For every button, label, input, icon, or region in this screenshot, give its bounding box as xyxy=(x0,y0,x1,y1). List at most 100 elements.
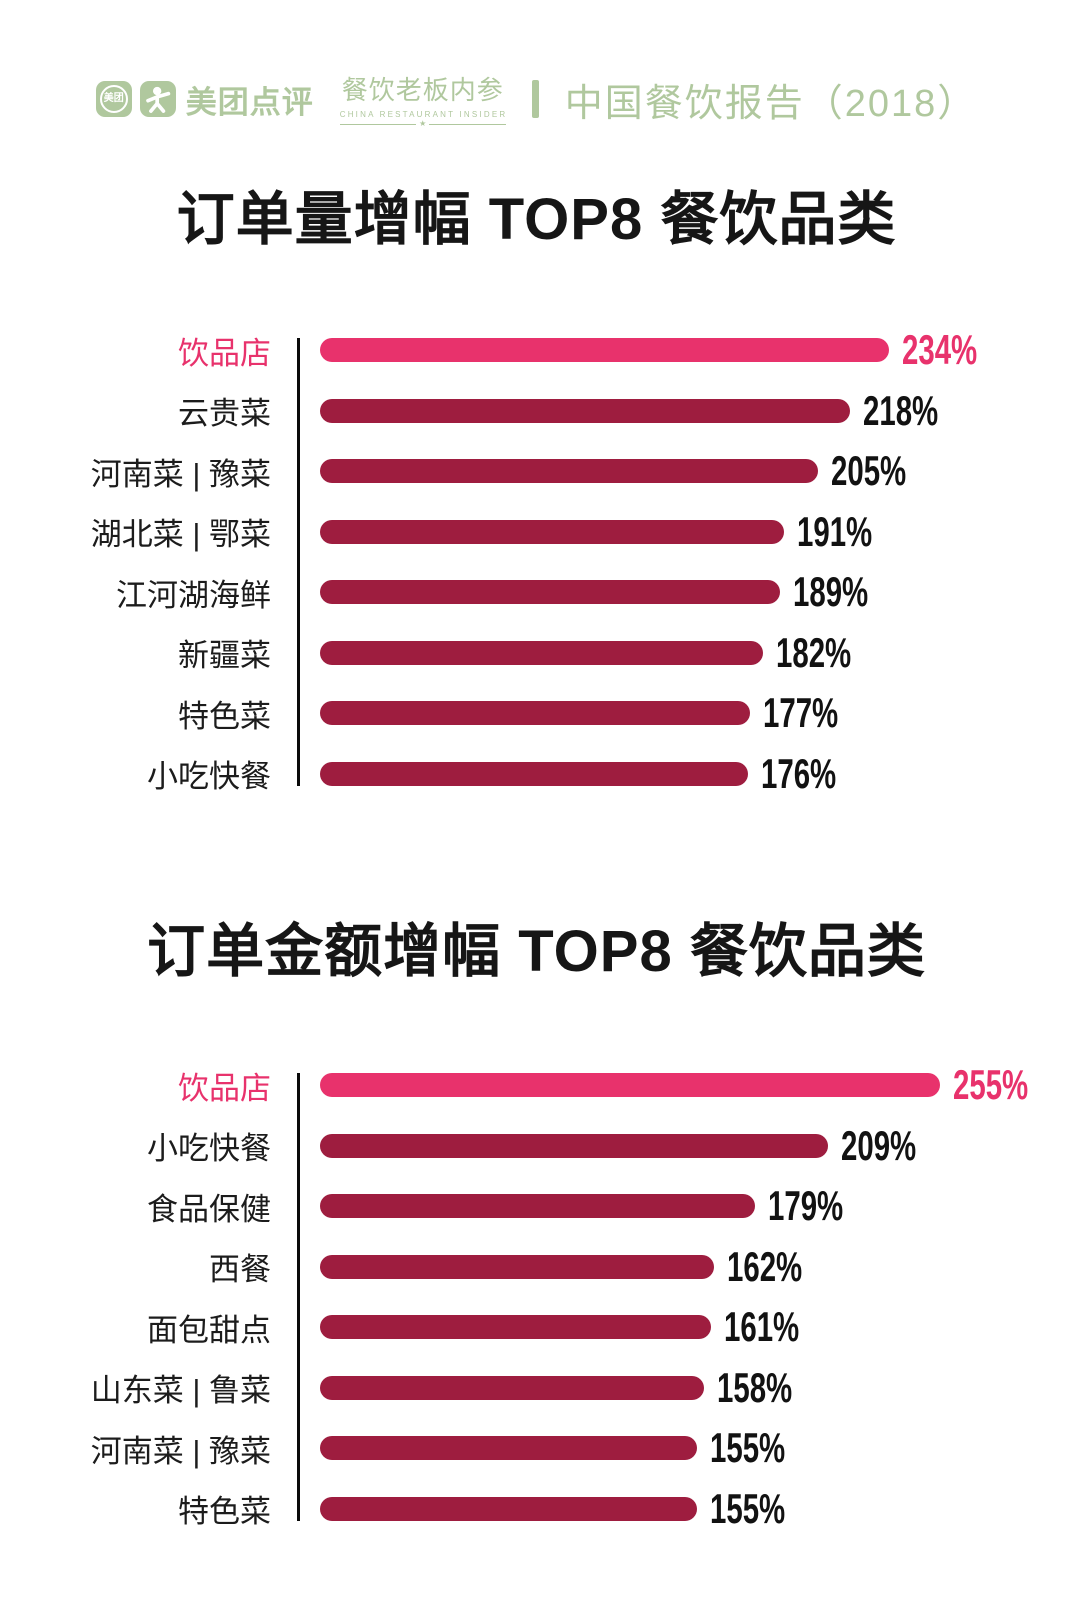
value-label: 191% xyxy=(797,507,873,555)
bar-track: 176% xyxy=(297,750,1073,798)
value-label: 177% xyxy=(763,689,839,737)
header: 美团 美团点评 餐饮老板内参 CHINA RESTAURANT INSIDER … xyxy=(0,70,1073,128)
chart-row: 西餐 162% xyxy=(0,1237,1073,1298)
bar-track: 234% xyxy=(297,326,1073,374)
star-icon: ★ xyxy=(419,119,427,128)
insider-title-cn: 餐饮老板内参 xyxy=(341,75,504,105)
chart-row: 食品保健 179% xyxy=(0,1176,1073,1237)
bar-track: 182% xyxy=(297,629,1073,677)
chart-1-title: 订单量增幅 TOP8 餐饮品类 xyxy=(176,187,897,252)
chart-row: 云贵菜 218% xyxy=(0,381,1073,442)
bar-track: 158% xyxy=(297,1364,1073,1412)
value-label: 182% xyxy=(775,628,851,676)
value-label: 155% xyxy=(709,1484,786,1532)
rule-line-left xyxy=(339,123,417,125)
chart-row: 饮品店 255% xyxy=(0,1055,1073,1116)
bar-track: 205% xyxy=(297,447,1073,495)
meituan-logo-icon: 美团 xyxy=(95,81,132,117)
category-label: 西餐 xyxy=(209,1252,271,1288)
rule-line-right xyxy=(429,123,506,125)
chart-row: 江河湖海鲜 189% xyxy=(0,562,1073,623)
insider-rule: ★ xyxy=(339,119,506,128)
bar-track: 155% xyxy=(297,1424,1073,1472)
category-label: 小吃快餐 xyxy=(147,1131,271,1167)
bar xyxy=(320,1194,756,1219)
bar xyxy=(320,459,819,484)
category-label: 湖北菜 | 鄂菜 xyxy=(90,517,271,553)
bar-track: 189% xyxy=(297,568,1073,616)
bar xyxy=(320,1133,829,1158)
bar-track: 191% xyxy=(297,508,1073,556)
bar-track: 177% xyxy=(297,689,1073,737)
bar xyxy=(320,761,748,786)
value-label: 218% xyxy=(863,386,939,434)
value-label: 255% xyxy=(953,1061,1029,1109)
bar-track: 162% xyxy=(297,1243,1073,1291)
chart-row: 河南菜 | 豫菜 155% xyxy=(0,1418,1073,1479)
bar xyxy=(320,580,780,605)
chart-row: 小吃快餐 209% xyxy=(0,1116,1073,1177)
bar xyxy=(320,519,785,544)
report-name: 中国餐饮报告（2018） xyxy=(564,82,978,125)
bar xyxy=(320,338,889,363)
chart-2-title: 订单金额增幅 TOP8 餐饮品类 xyxy=(147,919,926,984)
category-label: 小吃快餐 xyxy=(147,759,271,795)
value-label: 205% xyxy=(831,447,907,495)
bar-track: 161% xyxy=(297,1303,1073,1351)
value-label: 234% xyxy=(901,326,978,374)
category-label: 饮品店 xyxy=(178,335,271,371)
bar xyxy=(320,701,751,726)
insider-logo: 餐饮老板内参 CHINA RESTAURANT INSIDER ★ xyxy=(339,70,508,128)
bar xyxy=(320,398,851,423)
category-label: 特色菜 xyxy=(178,1494,271,1530)
chart-row: 山东菜 | 鲁菜 158% xyxy=(0,1358,1073,1419)
bar-track: 179% xyxy=(297,1182,1073,1230)
category-label: 特色菜 xyxy=(178,698,271,734)
value-label: 158% xyxy=(717,1363,793,1411)
chart-row: 新疆菜 182% xyxy=(0,623,1073,684)
meituan-logo-circle: 美团 xyxy=(99,85,128,113)
bar xyxy=(320,640,763,665)
bar xyxy=(320,1436,697,1461)
bar-track: 155% xyxy=(297,1485,1073,1533)
category-label: 新疆菜 xyxy=(178,638,271,674)
value-label: 209% xyxy=(841,1121,917,1169)
brand-name: 美团点评 xyxy=(185,84,314,120)
chart-row: 面包甜点 161% xyxy=(0,1297,1073,1358)
value-label: 176% xyxy=(760,749,837,797)
chart-row: 小吃快餐 176% xyxy=(0,744,1073,805)
bar xyxy=(320,1315,712,1340)
category-label: 河南菜 | 豫菜 xyxy=(90,456,271,492)
bar-track: 255% xyxy=(297,1061,1073,1109)
value-label: 162% xyxy=(726,1242,803,1290)
dianping-person-icon xyxy=(139,81,176,117)
value-label: 179% xyxy=(768,1182,844,1230)
header-divider xyxy=(531,80,539,118)
value-label: 189% xyxy=(792,568,868,616)
bar xyxy=(320,1375,705,1400)
bar xyxy=(320,1073,940,1098)
category-label: 江河湖海鲜 xyxy=(116,577,271,613)
chart-row: 河南菜 | 豫菜 205% xyxy=(0,441,1073,502)
insider-title-en: CHINA RESTAURANT INSIDER xyxy=(339,110,508,119)
bar xyxy=(320,1496,697,1521)
category-label: 面包甜点 xyxy=(147,1312,271,1348)
category-label: 饮品店 xyxy=(178,1070,271,1106)
bar xyxy=(320,1254,714,1279)
order-amount-chart: 饮品店 255% 小吃快餐 209% 食品保健 179% 西餐 162% 面包甜点 161% 山东菜… xyxy=(0,1055,1073,1539)
category-label: 山东菜 | 鲁菜 xyxy=(90,1373,271,1409)
meituan-logo-text: 美团 xyxy=(103,93,124,104)
category-label: 河南菜 | 豫菜 xyxy=(90,1433,271,1469)
bar-track: 218% xyxy=(297,387,1073,435)
category-label: 云贵菜 xyxy=(178,396,271,432)
chart-row: 特色菜 155% xyxy=(0,1479,1073,1540)
chart-row: 饮品店 234% xyxy=(0,320,1073,381)
chart-row: 湖北菜 | 鄂菜 191% xyxy=(0,502,1073,563)
bar-track: 209% xyxy=(297,1122,1073,1170)
value-label: 155% xyxy=(709,1424,786,1472)
category-label: 食品保健 xyxy=(147,1191,271,1227)
value-label: 161% xyxy=(724,1303,800,1351)
order-volume-chart: 饮品店 234% 云贵菜 218% 河南菜 | 豫菜 205% 湖北菜 | 鄂菜 191% 江河… xyxy=(0,320,1073,804)
chart-row: 特色菜 177% xyxy=(0,683,1073,744)
